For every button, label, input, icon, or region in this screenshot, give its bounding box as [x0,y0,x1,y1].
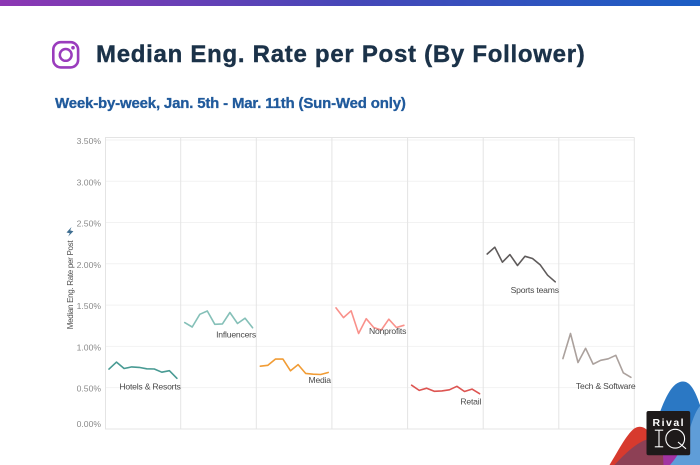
svg-text:Median Eng. Rate per Post: Median Eng. Rate per Post [66,240,75,330]
svg-text:1.50%: 1.50% [77,301,102,311]
svg-text:1.00%: 1.00% [77,342,102,352]
svg-text:Rival: Rival [652,417,685,429]
svg-text:2.00%: 2.00% [77,260,102,270]
svg-text:Retail: Retail [460,397,481,407]
svg-text:Nonprofits: Nonprofits [369,326,406,336]
svg-text:2.50%: 2.50% [77,219,102,229]
svg-text:Influencers: Influencers [216,330,256,340]
svg-text:3.00%: 3.00% [77,177,102,187]
svg-text:0.50%: 0.50% [77,384,102,394]
svg-text:Media: Media [308,375,331,385]
svg-text:3.50%: 3.50% [77,136,102,146]
svg-text:Tech & Software: Tech & Software [576,381,636,391]
svg-text:Hotels & Resorts: Hotels & Resorts [119,382,180,392]
svg-text:0.00%: 0.00% [77,419,102,429]
svg-text:Sports teams: Sports teams [511,285,559,295]
